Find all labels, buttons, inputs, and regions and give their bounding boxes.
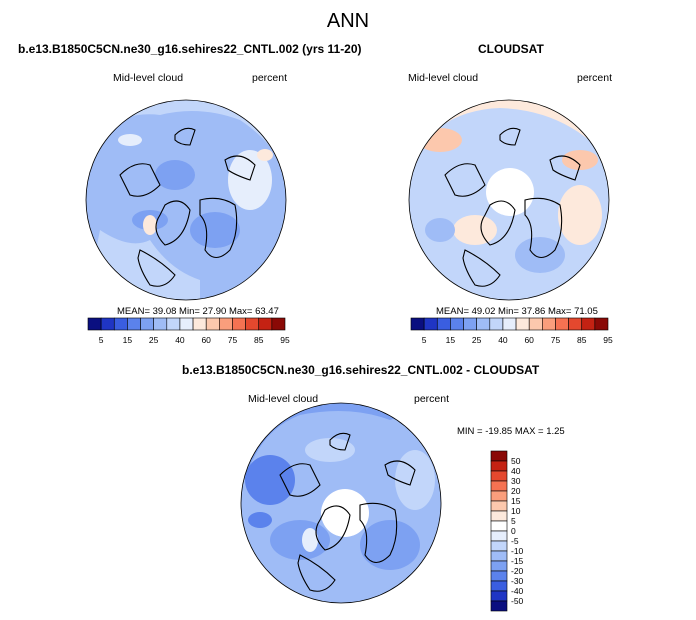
colorbar-tick-label: -50 [511,596,524,606]
colorbar-swatch [490,520,508,532]
colorbar-tick-label: 15 [122,335,133,345]
colorbar-tick-label: 95 [280,335,290,345]
colorbar-swatch [113,317,128,331]
panel-2-stats: MEAN= 49.02 Min= 37.86 Max= 71.05 [436,306,598,317]
panel-3-units-label: percent [414,393,450,405]
colorbar-tick-label: 15 [445,335,456,345]
colorbar-tick-label: 30 [511,476,521,486]
panel-3-title: b.e13.B1850C5CN.ne30_g16.sehires22_CNTL.… [182,363,540,377]
colorbar-tick-label: -30 [511,576,524,586]
panel-2-colorbar [410,317,609,331]
panel-1-polar-map [86,100,286,300]
colorbar-tick-label: -10 [511,546,524,556]
colorbar-swatch [490,550,508,562]
panel-3-stats: MIN = -19.85 MAX = 1.25 [457,426,565,437]
colorbar-tick-label: 25 [471,335,482,345]
panel-1-colorbar [87,317,286,331]
panel-1-units-label: percent [252,72,288,84]
colorbar-tick-label: -20 [511,566,524,576]
colorbar-tick-label: 5 [98,335,104,345]
figure-title: ANN [326,10,370,32]
colorbar-swatch [245,317,260,331]
colorbar-swatch [140,317,154,331]
colorbar-tick-label: 85 [576,335,587,345]
colorbar-swatch [436,317,451,331]
colorbar-tick-label: 0 [511,526,516,536]
colorbar-tick-label: 75 [227,335,238,345]
colorbar-swatch [179,317,194,331]
colorbar-tick-label: 75 [550,335,561,345]
colorbar-swatch [490,510,508,522]
colorbar-tick-label: 40 [511,466,521,476]
colorbar-swatch [528,317,543,331]
colorbar-swatch [490,540,508,552]
colorbar-swatch [515,317,530,331]
panel-3-colorbar [490,450,508,612]
colorbar-tick-label: -15 [511,556,524,566]
colorbar-swatch [555,317,569,331]
panel-1-title: b.e13.B1850C5CN.ne30_g16.sehires22_CNTL.… [18,42,362,56]
colorbar-tick-label: 20 [511,486,521,496]
colorbar-tick-label: 10 [511,506,521,516]
colorbar-swatch [258,317,273,331]
colorbar-swatch [100,317,115,331]
colorbar-tick-label: 60 [524,335,534,345]
colorbar-swatch [490,500,508,512]
colorbar-swatch [271,317,286,331]
colorbar-swatch [490,450,508,462]
colorbar-swatch [410,317,425,331]
panel-1-stats: MEAN= 39.08 Min= 27.90 Max= 63.47 [117,306,279,317]
colorbar-tick-label: 25 [148,335,159,345]
panel-1-variable-label: Mid-level cloud [113,72,184,84]
colorbar-swatch [166,317,181,331]
colorbar-swatch [594,317,609,331]
colorbar-swatch [490,480,508,492]
panel-2-title: CLOUDSAT [478,42,544,56]
colorbar-tick-label: -5 [511,536,519,546]
colorbar-swatch [205,317,220,331]
panel-2-polar-map [409,100,609,300]
colorbar-swatch [219,317,233,331]
colorbar-swatch [490,490,508,502]
panel-2-variable-label: Mid-level cloud [408,72,479,84]
panel-3-variable-label: Mid-level cloud [248,393,319,405]
colorbar-swatch [489,317,504,331]
colorbar-swatch [502,317,517,331]
colorbar-tick-label: 95 [603,335,613,345]
colorbar-tick-label: 60 [201,335,211,345]
colorbar-swatch [490,530,508,542]
colorbar-swatch [127,317,141,331]
panel-2-units-label: percent [577,72,613,84]
colorbar-swatch [463,317,477,331]
colorbar-swatch [490,570,508,582]
colorbar-swatch [423,317,438,331]
colorbar-swatch [542,317,556,331]
colorbar-tick-label: 15 [511,496,521,506]
colorbar-swatch [490,590,508,602]
colorbar-tick-label: 5 [511,516,516,526]
colorbar-swatch [232,317,246,331]
colorbar-swatch [490,600,508,612]
colorbar-tick-label: -40 [511,586,524,596]
colorbar-swatch [476,317,491,331]
colorbar-tick-label: 85 [253,335,264,345]
colorbar-swatch [490,580,508,592]
colorbar-tick-label: 50 [511,456,521,466]
colorbar-swatch [490,470,508,482]
colorbar-swatch [153,317,168,331]
colorbar-tick-label: 5 [421,335,427,345]
panel-3-polar-map [241,403,441,603]
colorbar-swatch [490,460,508,472]
colorbar-swatch [450,317,464,331]
colorbar-swatch [568,317,583,331]
colorbar-tick-label: 40 [175,335,185,345]
colorbar-swatch [192,317,207,331]
colorbar-swatch [490,560,508,572]
colorbar-swatch [581,317,596,331]
colorbar-tick-label: 40 [498,335,508,345]
colorbar-swatch [87,317,102,331]
